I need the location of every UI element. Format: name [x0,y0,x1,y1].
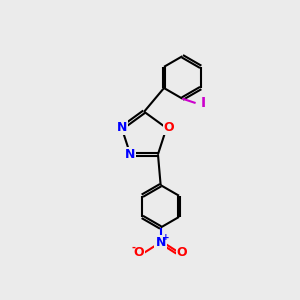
Text: I: I [200,96,206,110]
Text: +: + [162,233,170,242]
Text: O: O [177,246,188,259]
Text: N: N [155,236,166,249]
Text: N: N [116,122,127,134]
Text: -: - [131,242,135,252]
Text: O: O [134,246,145,259]
Text: N: N [125,148,136,161]
Text: O: O [164,122,174,134]
